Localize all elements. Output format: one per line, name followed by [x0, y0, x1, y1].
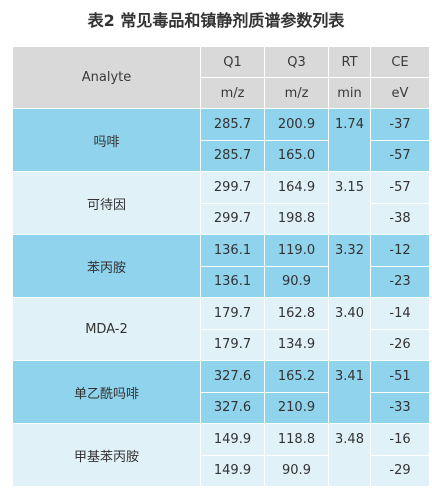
analyte-cell: 可待因 [12, 171, 201, 235]
analyte-cell: 苯丙胺 [12, 234, 201, 298]
ce-cell: -23 [370, 265, 430, 298]
q1-cell: 327.6 [200, 360, 265, 393]
q3-cell: 90.9 [264, 454, 329, 487]
header-ce: CE [370, 46, 430, 78]
q1-cell: 149.9 [200, 423, 265, 456]
rt-cell: 3.41 [328, 360, 371, 424]
q3-cell: 164.9 [264, 171, 329, 204]
ce-cell: -37 [370, 108, 430, 141]
q3-cell: 165.2 [264, 360, 329, 393]
header-unit-row: m/z m/z min eV [13, 77, 430, 109]
q3-cell: 162.8 [264, 297, 329, 330]
analyte-cell: 吗啡 [12, 108, 201, 172]
q3-cell: 198.8 [264, 202, 329, 235]
ce-cell: -33 [370, 391, 430, 424]
table-row: 吗啡 285.7 200.9 1.74 -37 [12, 108, 430, 172]
table-title: 表2 常见毒品和镇静剂质谱参数列表 [87, 11, 345, 30]
q1-cell: 327.6 [200, 391, 265, 424]
header-ce-unit: eV [370, 77, 430, 109]
ce-cell: -12 [370, 234, 430, 267]
table-row: 可待因 299.7 164.9 3.15 -57 [12, 171, 430, 235]
table-row: 299.7 198.8 -38 [13, 202, 430, 235]
ce-cell: -51 [370, 360, 430, 393]
q1-cell: 136.1 [200, 265, 265, 298]
header-q1-unit: m/z [200, 77, 265, 109]
header-q3-unit: m/z [264, 77, 329, 109]
q1-cell: 149.9 [200, 454, 265, 487]
rt-cell: 3.48 [328, 423, 371, 487]
table-header: Analyte Q1 Q3 RT CE m/z m/z min eV [12, 46, 430, 109]
rt-cell: 3.40 [328, 297, 371, 361]
table-row: 179.7 134.9 -26 [13, 328, 430, 361]
header-q3: Q3 [264, 46, 329, 78]
table-row: 甲基苯丙胺 149.9 118.8 3.48 -16 [12, 423, 430, 487]
header-rt: RT [328, 46, 371, 78]
q1-cell: 299.7 [200, 202, 265, 235]
table-row: 285.7 165.0 -57 [13, 139, 430, 172]
table-row: 149.9 90.9 -29 [13, 454, 430, 487]
parameter-table: Analyte Q1 Q3 RT CE m/z m/z min eV 吗啡 28… [12, 46, 430, 487]
q1-cell: 179.7 [200, 297, 265, 330]
ce-cell: -29 [370, 454, 430, 487]
q1-cell: 299.7 [200, 171, 265, 204]
analyte-cell: 单乙酰吗啡 [12, 360, 201, 424]
rt-cell: 3.15 [328, 171, 371, 235]
q3-cell: 119.0 [264, 234, 329, 267]
rt-cell: 1.74 [328, 108, 371, 172]
header-rt-unit: min [328, 77, 371, 109]
table-row: 单乙酰吗啡 327.6 165.2 3.41 -51 [12, 360, 430, 424]
ce-cell: -16 [370, 423, 430, 456]
q3-cell: 165.0 [264, 139, 329, 172]
ce-cell: -14 [370, 297, 430, 330]
q3-cell: 134.9 [264, 328, 329, 361]
analyte-cell: 甲基苯丙胺 [12, 423, 201, 487]
ce-cell: -57 [370, 171, 430, 204]
ce-cell: -38 [370, 202, 430, 235]
q3-cell: 90.9 [264, 265, 329, 298]
table-row: 苯丙胺 136.1 119.0 3.32 -12 [12, 234, 430, 298]
q1-cell: 179.7 [200, 328, 265, 361]
table-row: MDA-2 179.7 162.8 3.40 -14 [12, 297, 430, 361]
q3-cell: 210.9 [264, 391, 329, 424]
q1-cell: 136.1 [200, 234, 265, 267]
header-q1: Q1 [200, 46, 265, 78]
q3-cell: 200.9 [264, 108, 329, 141]
analyte-cell: MDA-2 [12, 297, 201, 361]
header-row: Analyte Q1 Q3 RT CE [12, 46, 430, 109]
q1-cell: 285.7 [200, 108, 265, 141]
q3-cell: 118.8 [264, 423, 329, 456]
ce-cell: -26 [370, 328, 430, 361]
ce-cell: -57 [370, 139, 430, 172]
header-analyte: Analyte [12, 46, 201, 109]
rt-cell: 3.32 [328, 234, 371, 298]
table-body: 吗啡 285.7 200.9 1.74 -37 285.7 165.0 -57 … [12, 108, 430, 487]
table-row: 136.1 90.9 -23 [13, 265, 430, 298]
q1-cell: 285.7 [200, 139, 265, 172]
